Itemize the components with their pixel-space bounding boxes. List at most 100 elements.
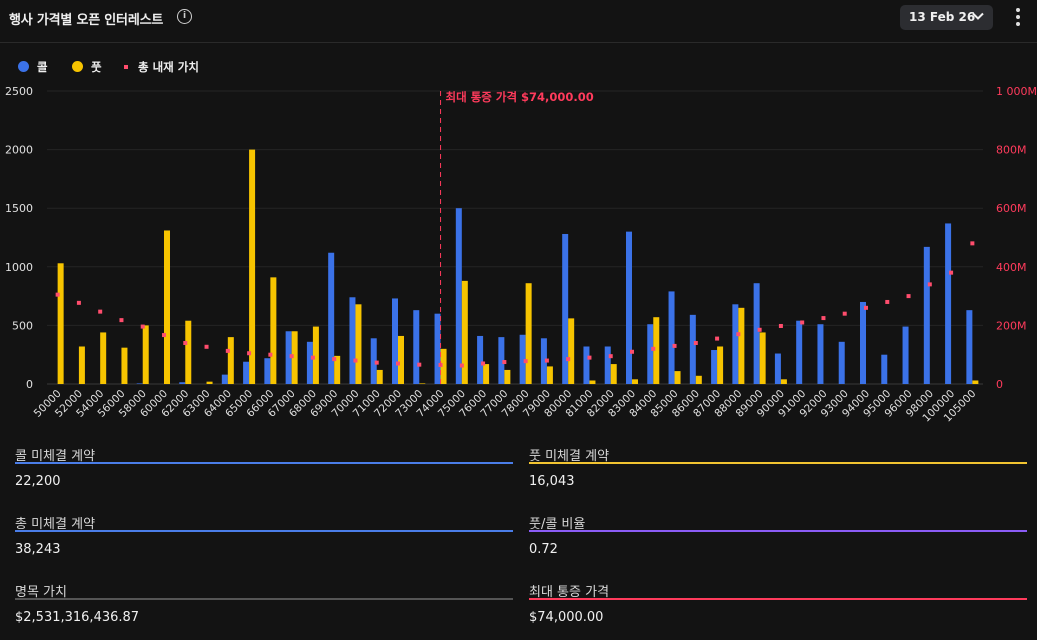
stat-value: 38,243 [15,542,61,557]
y-left-tick-label: 1000 [5,261,33,274]
intrinsic-value-point [608,354,613,359]
more-vertical-icon[interactable] [1014,7,1022,27]
intrinsic-value-point [119,318,124,323]
call-bar [328,252,335,384]
put-bar [78,346,85,384]
call-bar [796,320,803,384]
call-bar [349,297,356,384]
put-bar [653,317,660,384]
intrinsic-value-point [204,344,209,349]
intrinsic-value-point [55,292,60,297]
put-bar [185,320,192,384]
put-bar [206,381,213,384]
put-bar [589,380,596,384]
intrinsic-value-point [885,299,890,304]
legend-label-call: 콜 [37,60,48,74]
intrinsic-value-point [715,336,720,341]
legend-label-put: 풋 [91,60,102,74]
call-bar [817,324,824,384]
put-bar [376,369,383,384]
call-bar [583,346,590,384]
intrinsic-value-point [800,320,805,325]
intrinsic-value-point [906,294,911,299]
stat-underline [15,598,513,600]
intrinsic-value-point [736,332,741,337]
put-bar [632,379,638,384]
intrinsic-value-point [949,270,954,275]
y-left-tick-label: 1500 [5,202,33,215]
call-bar [668,291,675,384]
call-bar [945,223,952,384]
call-bar [477,335,484,384]
call-bar [498,337,505,384]
intrinsic-value-point [162,333,166,338]
stat-value: $74,000.00 [529,610,604,625]
put-bar [121,347,128,384]
call-bar [860,301,866,384]
call-bar [689,314,696,384]
intrinsic-value-point [396,361,400,366]
put-bar [312,326,319,384]
put-bar [674,371,681,384]
call-legend-dot [18,61,29,72]
call-bar [392,298,398,384]
intrinsic-value-point [970,241,975,246]
intrinsic-value-point [587,355,592,360]
call-bar [434,313,441,384]
call-bar [732,304,739,384]
put-bar [227,337,234,384]
stat-label: 총 미체결 계약 [15,517,96,532]
call-bar [902,326,909,384]
intrinsic-value-point [247,351,252,356]
y-right-tick-label: 400M [996,261,1027,274]
intrinsic-value-point [651,346,656,351]
info-icon[interactable]: i [177,9,192,24]
call-bar [455,208,462,384]
call-bar [264,358,271,384]
intrinsic-value-point [481,361,486,366]
put-bar [695,375,702,384]
intrinsic-value-point [502,360,507,365]
call-bar [881,354,888,384]
intrinsic-value-point [630,349,634,354]
date-dropdown[interactable]: 13 Feb 26 [900,5,993,30]
put-bar [546,366,553,384]
put-bar [610,364,617,384]
intrinsic-value-point [353,358,358,363]
stat-label: 풋 미체결 계약 [529,449,610,464]
intrinsic-value-point [417,362,422,367]
call-bar [519,334,526,384]
intrinsic-value-point [927,282,932,287]
intrinsic-value-point [183,340,188,345]
stat-value: 22,200 [15,474,61,489]
put-bar [568,318,575,384]
date-label: 13 Feb 26 [909,10,976,24]
y-right-tick-label: 1 000M [996,85,1037,98]
stat-label: 콜 미체결 계약 [15,449,96,464]
call-bar [647,324,654,384]
intrinsic-value-point [672,343,677,348]
intrinsic-value-point [332,357,337,362]
stat-underline [529,598,1027,600]
put-bar [972,380,979,384]
put-bar [461,280,468,384]
call-bar [753,283,760,384]
call-bar [221,374,228,384]
call-bar [243,361,250,384]
put-bar [100,332,107,384]
put-bar [57,263,64,384]
call-bar [711,350,718,384]
intrinsic-value-point [310,355,315,360]
stat-underline [15,530,513,532]
put-bar [270,277,277,384]
call-bar [413,310,420,384]
put-legend-dot [72,61,83,72]
y-right-tick-label: 0 [996,378,1003,391]
call-bar [540,338,547,384]
stat-underline [529,462,1027,464]
intrinsic-value-point [225,348,230,353]
intrinsic-value-point [566,357,571,362]
put-bar [164,230,170,384]
intrinsic-value-point [140,324,145,329]
intrinsic-value-point [268,352,273,357]
